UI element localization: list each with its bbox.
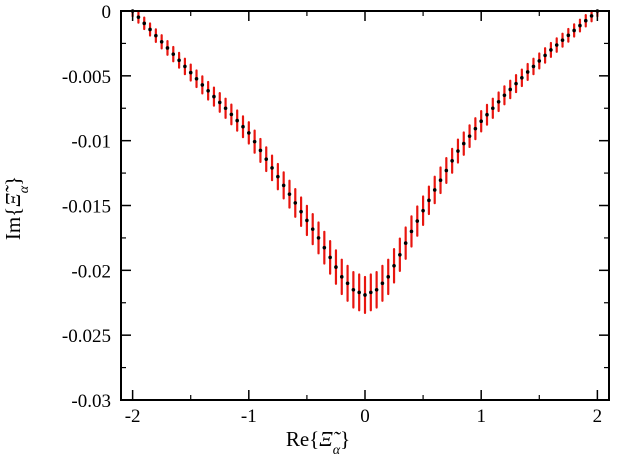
data-point	[467, 134, 472, 138]
x-tick-label: -2	[125, 406, 141, 427]
data-point	[496, 99, 501, 104]
x-tick-label: 1	[476, 406, 486, 427]
data-point	[438, 178, 443, 183]
y-tick-label: -0.005	[62, 67, 111, 88]
data-point	[316, 236, 321, 240]
data-point	[578, 23, 582, 28]
y-tick-label: -0.015	[62, 197, 111, 218]
data-point	[456, 149, 460, 153]
data-point	[560, 38, 565, 42]
x-axis-label: Re{Ξ̃α}	[286, 427, 350, 458]
data-point	[491, 106, 495, 111]
y-tick-label: -0.03	[71, 391, 111, 412]
data-point	[543, 53, 547, 58]
data-point	[188, 70, 193, 75]
data-point	[252, 139, 257, 144]
data-point	[363, 293, 367, 297]
data-point	[421, 208, 425, 213]
data-point	[212, 94, 216, 99]
black-points-layer	[130, 9, 600, 297]
data-point	[485, 112, 489, 117]
data-point	[339, 275, 344, 279]
data-point	[409, 229, 414, 234]
data-point	[351, 287, 356, 292]
x-tick-label: -1	[241, 406, 257, 427]
data-point	[276, 174, 280, 179]
red-spread-layer	[131, 9, 599, 315]
y-axis-label: Im{Ξ̃α}	[1, 176, 32, 240]
data-point	[154, 33, 158, 38]
data-point	[432, 188, 437, 192]
data-point	[583, 18, 588, 23]
data-point	[473, 126, 478, 131]
data-point	[461, 141, 466, 146]
data-point	[258, 148, 263, 153]
data-point	[194, 76, 199, 81]
data-point	[549, 48, 553, 52]
y-tick-label: -0.02	[71, 261, 111, 282]
ticks-layer: -2 -1 0 1 2 0 -0.005 -0.01 -0.015 -0.02 -0.025 -0.0…	[62, 2, 609, 427]
data-point	[357, 290, 361, 295]
data-point	[345, 281, 350, 286]
data-point	[514, 81, 518, 86]
data-point	[165, 46, 170, 50]
data-point	[374, 287, 379, 292]
data-point	[589, 14, 594, 18]
data-point	[299, 209, 303, 214]
data-point	[554, 43, 559, 47]
data-point	[525, 70, 530, 74]
data-point	[229, 112, 234, 117]
data-point	[328, 255, 332, 260]
x-tick-label: 2	[593, 406, 603, 427]
data-point	[479, 119, 483, 124]
data-point	[450, 158, 454, 163]
data-point	[427, 198, 431, 203]
data-point	[183, 64, 187, 69]
data-point	[200, 83, 205, 87]
data-point	[223, 106, 228, 111]
data-point	[502, 93, 507, 98]
data-point	[369, 290, 373, 295]
y-tick-label: -0.01	[71, 132, 111, 153]
data-point	[322, 245, 327, 250]
data-point	[247, 131, 251, 135]
y-tick-label: 0	[102, 2, 112, 23]
data-point	[566, 33, 571, 38]
data-point	[270, 166, 274, 170]
data-point	[537, 59, 542, 63]
data-point	[520, 75, 524, 80]
data-point	[241, 124, 245, 129]
data-point	[305, 218, 309, 223]
data-point	[508, 87, 513, 92]
data-point	[217, 100, 222, 105]
data-point	[310, 227, 315, 231]
plot-frame	[120, 10, 610, 401]
data-point	[334, 265, 338, 269]
data-point	[159, 39, 164, 44]
data-point	[177, 58, 181, 63]
data-point	[403, 241, 408, 245]
data-point	[264, 157, 269, 161]
data-point	[206, 88, 210, 93]
data-point	[398, 252, 402, 257]
data-point	[392, 263, 396, 268]
x-tick-label: 0	[360, 406, 370, 427]
data-point	[148, 27, 152, 32]
data-point	[380, 281, 385, 286]
data-point	[386, 275, 391, 279]
data-point	[293, 201, 298, 205]
data-point	[136, 15, 141, 19]
data-point	[235, 118, 239, 123]
data-point	[415, 219, 420, 223]
data-point	[572, 28, 576, 33]
data-point	[281, 183, 286, 188]
data-point	[142, 21, 147, 26]
data-point	[531, 64, 536, 69]
data-point	[444, 168, 449, 173]
data-point	[171, 52, 176, 56]
y-tick-label: -0.025	[62, 326, 111, 347]
data-point	[287, 192, 292, 196]
